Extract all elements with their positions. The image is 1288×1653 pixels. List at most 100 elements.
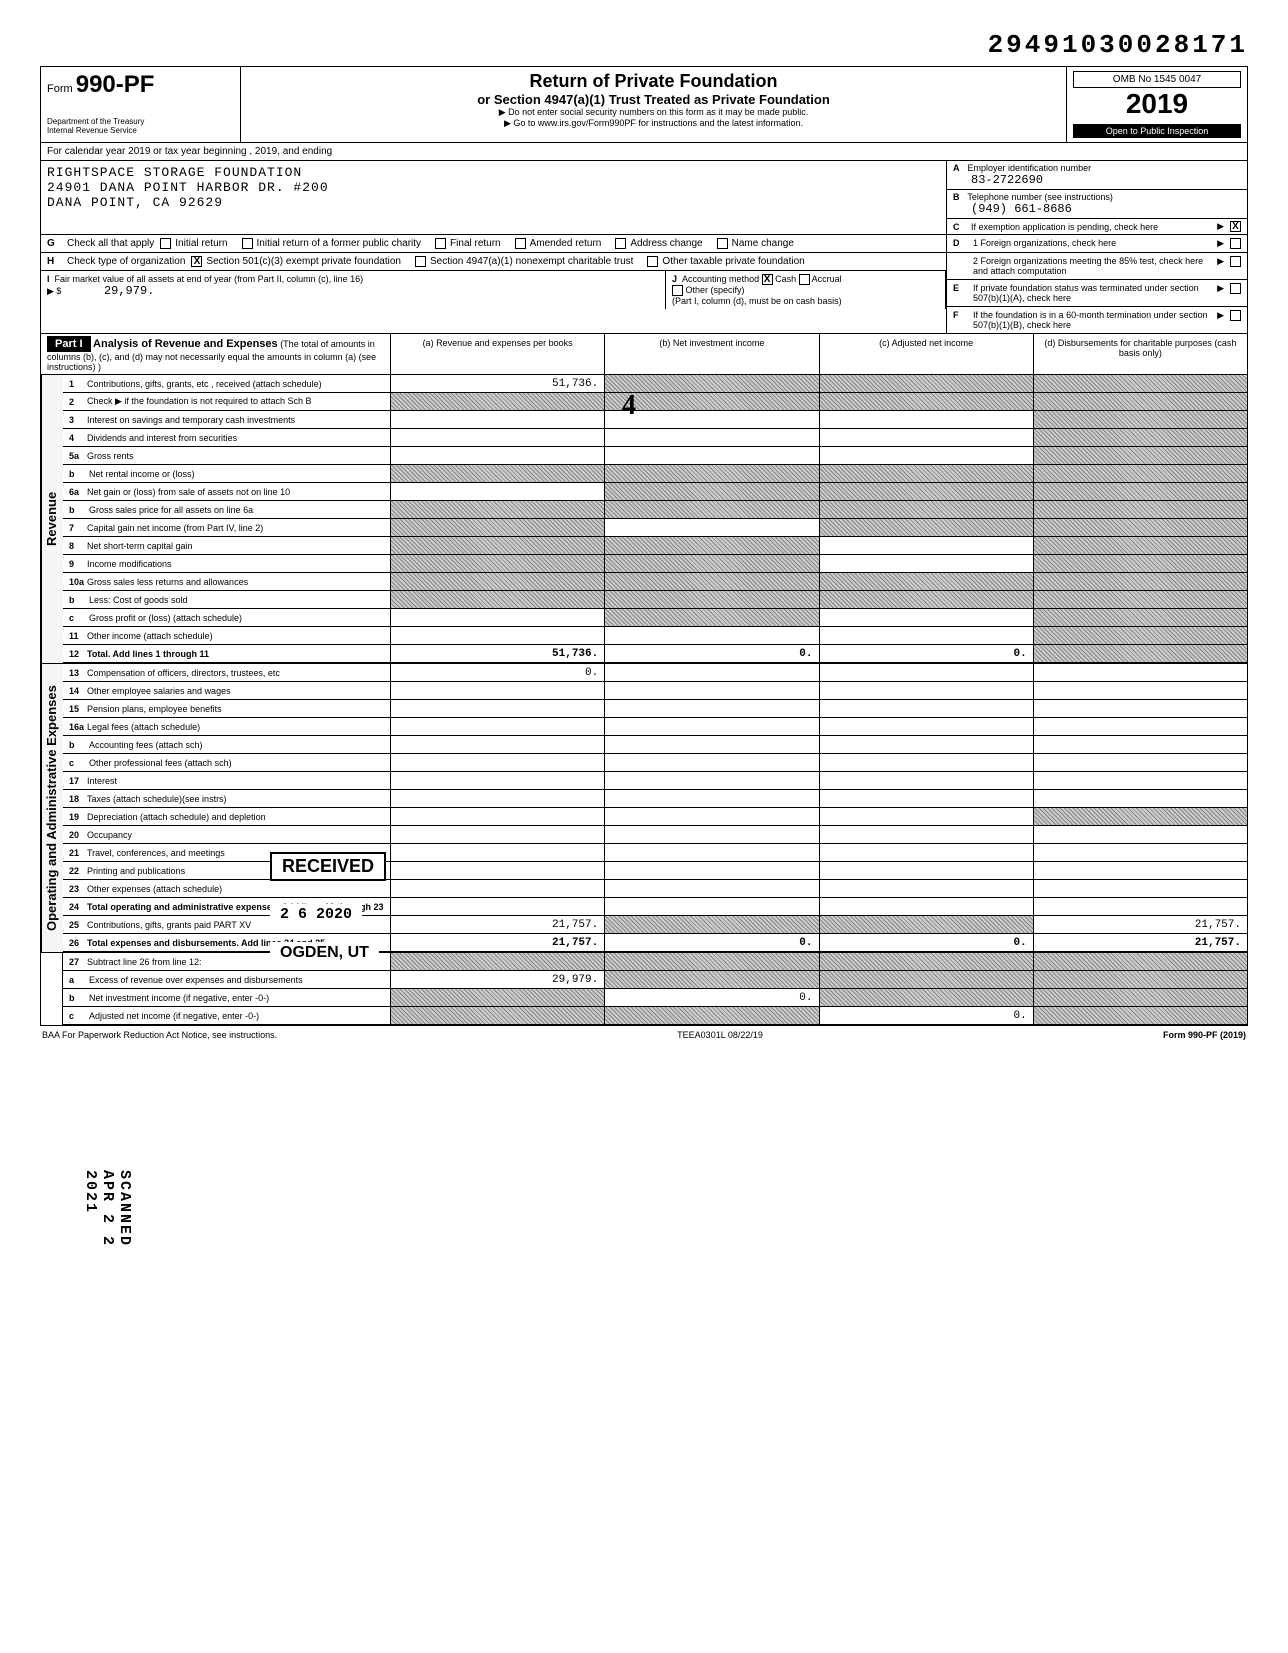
cell-d: 21,757. bbox=[1034, 916, 1247, 933]
cell-a bbox=[391, 519, 605, 536]
part-1-tag: Part I bbox=[47, 336, 91, 352]
row-number: 7 bbox=[69, 523, 87, 533]
row-number: 11 bbox=[69, 631, 87, 641]
expense-side-label: Operating and Administrative Expenses bbox=[41, 664, 63, 952]
box-d2-label: 2 Foreign organizations meeting the 85% … bbox=[973, 256, 1211, 276]
box-i: I Fair market value of all assets at end… bbox=[41, 271, 666, 309]
g-opt-3-check[interactable] bbox=[435, 238, 446, 249]
cell-b bbox=[605, 501, 819, 518]
cell-a: 51,736. bbox=[391, 645, 605, 662]
row-number: 1 bbox=[69, 379, 87, 389]
cell-d bbox=[1034, 519, 1247, 536]
row-text: Net gain or (loss) from sale of assets n… bbox=[87, 487, 290, 497]
row-text: Subtract line 26 from line 12: bbox=[87, 957, 202, 967]
box-i-value: 29,979. bbox=[104, 284, 154, 298]
form-note-2: ▶ Go to www.irs.gov/Form990PF for instru… bbox=[247, 118, 1060, 129]
cell-d bbox=[1034, 627, 1247, 644]
expense-rows: 13Compensation of officers, directors, t… bbox=[63, 664, 1247, 952]
table-row: 12Total. Add lines 1 through 1151,736.0.… bbox=[63, 645, 1247, 663]
topbar: 29491030028171 bbox=[40, 30, 1248, 60]
h-opt-3-check[interactable] bbox=[647, 256, 658, 267]
cell-d bbox=[1034, 555, 1247, 572]
row-number: 16a bbox=[69, 722, 87, 732]
cell-c bbox=[820, 790, 1034, 807]
header-left: Form 990-PF Department of the Treasury I… bbox=[41, 67, 241, 142]
row-label: 1Contributions, gifts, grants, etc , rec… bbox=[63, 375, 391, 392]
name-abc-block: RIGHTSPACE STORAGE FOUNDATION 24901 DANA… bbox=[40, 161, 1248, 235]
cell-c bbox=[820, 772, 1034, 789]
g-opt-6-check[interactable] bbox=[717, 238, 728, 249]
d1-check[interactable] bbox=[1230, 238, 1241, 249]
row-number: b bbox=[69, 505, 85, 515]
row-number: 2 bbox=[69, 397, 87, 407]
row-label: 20Occupancy bbox=[63, 826, 391, 843]
cell-d bbox=[1034, 844, 1247, 861]
row-number: c bbox=[69, 613, 85, 623]
g-opt-4: Amended return bbox=[530, 238, 602, 249]
h-opt-1-check[interactable]: X bbox=[191, 256, 202, 267]
cell-c bbox=[820, 375, 1034, 392]
cell-b bbox=[605, 1007, 819, 1024]
row-number: 25 bbox=[69, 920, 87, 930]
tax-year: 2019 bbox=[1073, 88, 1241, 120]
g-opt-4-check[interactable] bbox=[515, 238, 526, 249]
box-c-label: If exemption application is pending, che… bbox=[971, 222, 1211, 232]
row-number: 17 bbox=[69, 776, 87, 786]
row-label: cOther professional fees (attach sch) bbox=[63, 754, 391, 771]
table-row: 13Compensation of officers, directors, t… bbox=[63, 664, 1247, 682]
cell-d bbox=[1034, 880, 1247, 897]
table-row: 26Total expenses and disbursements. Add … bbox=[63, 934, 1247, 952]
cell-a bbox=[391, 429, 605, 446]
received-stamp: RECEIVED bbox=[270, 852, 386, 881]
table-row: 2Check ▶ if the foundation is not requir… bbox=[63, 393, 1247, 411]
cell-c bbox=[820, 555, 1034, 572]
public-inspection-label: Open to Public Inspection bbox=[1073, 124, 1241, 138]
form-container: 29491030028171 Form 990-PF Department of… bbox=[40, 30, 1248, 1040]
row-number: 8 bbox=[69, 541, 87, 551]
cell-a bbox=[391, 501, 605, 518]
box-h-options: XSection 501(c)(3) exempt private founda… bbox=[191, 256, 804, 267]
cell-a bbox=[391, 862, 605, 879]
cell-c bbox=[820, 483, 1034, 500]
cell-b bbox=[605, 844, 819, 861]
row-text: Adjusted net income (if negative, enter … bbox=[89, 1011, 259, 1021]
g-opt-1-check[interactable] bbox=[160, 238, 171, 249]
row-number: 14 bbox=[69, 686, 87, 696]
cell-c bbox=[820, 627, 1034, 644]
row-number: 22 bbox=[69, 866, 87, 876]
g-opt-1: Initial return bbox=[175, 238, 227, 249]
box-a-value: 83-2722690 bbox=[971, 173, 1043, 187]
box-b-label: Telephone number (see instructions) bbox=[967, 192, 1113, 202]
j-other-check[interactable] bbox=[672, 285, 683, 296]
cell-b bbox=[605, 627, 819, 644]
row-label: 23Other expenses (attach schedule) bbox=[63, 880, 391, 897]
cell-d bbox=[1034, 411, 1247, 428]
box-c-checkbox[interactable]: X bbox=[1230, 221, 1241, 232]
row-text: Interest bbox=[87, 776, 117, 786]
header-right: OMB No 1545 0047 2019 Open to Public Ins… bbox=[1067, 67, 1247, 142]
col-a-header: (a) Revenue and expenses per books bbox=[391, 334, 605, 374]
box-g-options: Initial return Initial return of a forme… bbox=[160, 238, 794, 249]
cell-b bbox=[605, 591, 819, 608]
row-text: Other professional fees (attach sch) bbox=[89, 758, 232, 768]
cell-b bbox=[605, 682, 819, 699]
row-number: 23 bbox=[69, 884, 87, 894]
row-number: b bbox=[69, 740, 85, 750]
f-check[interactable] bbox=[1230, 310, 1241, 321]
row-text: Interest on savings and temporary cash i… bbox=[87, 415, 295, 425]
table-row: 25Contributions, gifts, grants paid PART… bbox=[63, 916, 1247, 934]
table-row: 3Interest on savings and temporary cash … bbox=[63, 411, 1247, 429]
row-text: Dividends and interest from securities bbox=[87, 433, 237, 443]
table-row: 23Other expenses (attach schedule) bbox=[63, 880, 1247, 898]
revenue-side-label: Revenue bbox=[41, 375, 63, 663]
e-check[interactable] bbox=[1230, 283, 1241, 294]
j-cash-check[interactable]: X bbox=[762, 274, 773, 285]
d2-check[interactable] bbox=[1230, 256, 1241, 267]
table-row: bGross sales price for all assets on lin… bbox=[63, 501, 1247, 519]
g-opt-6: Name change bbox=[732, 238, 794, 249]
h-opt-2-check[interactable] bbox=[415, 256, 426, 267]
j-accrual-check[interactable] bbox=[799, 274, 810, 285]
g-opt-5-check[interactable] bbox=[615, 238, 626, 249]
received-date-stamp: 2 6 2020 bbox=[270, 904, 362, 925]
g-opt-2-check[interactable] bbox=[242, 238, 253, 249]
